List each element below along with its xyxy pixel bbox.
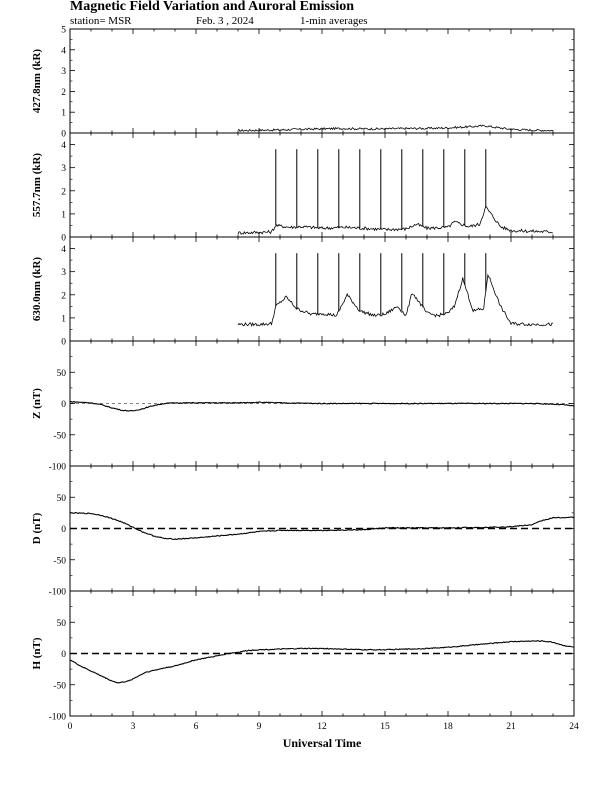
y-tick-label-0-0: 0 (61, 130, 66, 140)
y-tick-label-3-2: 0 (61, 400, 66, 410)
series-line-1 (237, 205, 554, 235)
y-tick-label-0-2: 2 (61, 88, 66, 98)
chart-title: Magnetic Field Variation and Auroral Emi… (70, 0, 354, 14)
series-line-0 (237, 124, 554, 132)
y-tick-label-4-1: -50 (53, 556, 66, 566)
date-label: Feb. 3 , 2024 (196, 15, 254, 27)
y-tick-label-1-3: 3 (61, 164, 66, 174)
y-tick-label-5-1: -50 (53, 681, 66, 691)
y-axis-label-1: 557.7nm (kR) (31, 153, 43, 218)
y-tick-label-2-0: 0 (61, 338, 66, 348)
y-tick-label-3-3: 50 (57, 369, 67, 379)
panel-frame-4 (69, 465, 575, 592)
station-label: station= MSR (70, 15, 132, 27)
x-tick-label-5: 15 (380, 722, 390, 732)
y-tick-label-1-1: 1 (61, 210, 66, 220)
x-tick-label-8: 24 (569, 722, 579, 732)
y-tick-label-1-4: 4 (61, 141, 66, 151)
series-line-2 (237, 273, 554, 328)
y-tick-label-5-0: -100 (49, 713, 67, 723)
y-axis-label-0: 427.8nm (kR) (31, 49, 43, 114)
y-axis-label-4: D (nT) (31, 512, 43, 544)
x-tick-label-7: 21 (506, 722, 516, 732)
y-tick-label-2-4: 4 (61, 245, 66, 255)
y-tick-label-3-0: -100 (49, 463, 67, 473)
y-axis-label-5: H (nT) (31, 637, 43, 669)
y-tick-label-5-2: 0 (61, 650, 66, 660)
x-tick-label-3: 9 (257, 722, 262, 732)
x-tick-label-4: 12 (317, 722, 327, 732)
y-tick-label-0-3: 3 (61, 67, 66, 77)
y-tick-label-2-1: 1 (61, 314, 66, 324)
y-tick-label-5-3: 50 (57, 619, 67, 629)
series-line-5 (69, 640, 575, 684)
y-tick-label-0-5: 5 (61, 26, 66, 36)
panel-frame-2 (69, 236, 575, 342)
y-tick-label-1-0: 0 (61, 234, 66, 244)
y-tick-label-2-3: 3 (61, 268, 66, 278)
x-axis-label: Universal Time (283, 736, 362, 750)
panel-frame-5 (69, 590, 575, 717)
panel-frame-1 (69, 132, 575, 238)
y-tick-label-4-0: -100 (49, 588, 67, 598)
x-tick-label-1: 3 (131, 722, 136, 732)
x-tick-label-6: 18 (443, 722, 453, 732)
y-tick-label-4-2: 0 (61, 525, 66, 535)
averaging-label: 1-min averages (300, 15, 368, 27)
y-tick-label-0-1: 1 (61, 109, 66, 119)
y-tick-label-0-4: 4 (61, 46, 66, 56)
y-tick-label-4-3: 50 (57, 494, 67, 504)
x-tick-label-2: 6 (194, 722, 199, 732)
series-line-4 (69, 512, 575, 541)
y-tick-label-3-1: -50 (53, 431, 66, 441)
x-tick-label-0: 0 (68, 722, 73, 732)
y-axis-label-3: Z (nT) (31, 388, 43, 419)
y-tick-label-1-2: 2 (61, 187, 66, 197)
y-tick-label-2-2: 2 (61, 291, 66, 301)
y-axis-label-2: 630.0nm (kR) (31, 257, 43, 322)
series-line-3 (69, 400, 575, 412)
panel-frame-0 (69, 28, 575, 134)
